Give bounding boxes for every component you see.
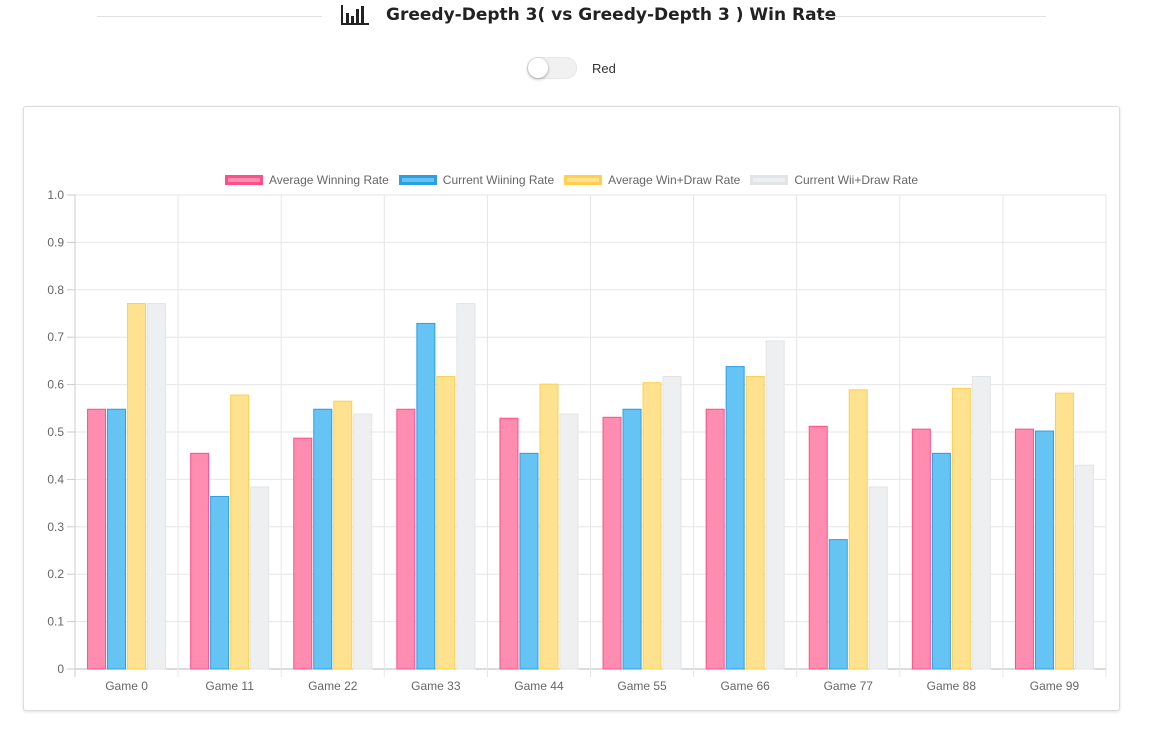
legend-swatch: [224, 175, 263, 185]
x-tick-label: Game 33: [411, 679, 461, 693]
y-tick-label: 0.6: [47, 378, 64, 392]
bar-chart-icon: [341, 5, 369, 25]
legend-swatch: [564, 175, 603, 185]
header-divider-right: [820, 16, 1046, 17]
y-tick-label: 0.5: [47, 425, 64, 439]
bar-2: [828, 539, 848, 670]
legend-item-3[interactable]: Average Win+Draw Rate: [564, 173, 740, 187]
chart-header: Greedy-Depth 3( vs Greedy-Depth 3 ) Win …: [0, 0, 1153, 32]
bar-2: [107, 408, 127, 670]
bar-4: [353, 413, 373, 670]
y-tick-label: 1.0: [47, 188, 64, 202]
bar-3: [333, 400, 353, 670]
x-tick-label: Game 77: [824, 679, 874, 693]
x-tick-label: Game 22: [308, 679, 358, 693]
bar-4: [559, 413, 579, 670]
legend-label: Current Wii+Draw Rate: [794, 173, 919, 187]
y-tick-label: 0.9: [47, 235, 64, 249]
x-tick-label: Game 11: [205, 679, 254, 693]
legend-swatch: [398, 175, 437, 185]
bar-4: [250, 486, 270, 670]
bar-1: [705, 408, 725, 670]
bar-3: [1054, 392, 1074, 670]
x-tick-label: Game 88: [927, 679, 977, 693]
bar-1: [911, 428, 931, 670]
x-tick-label: Game 44: [514, 679, 564, 693]
legend-label: Current Wiining Rate: [442, 173, 555, 187]
x-tick-label: Game 55: [617, 679, 667, 693]
page-title: Greedy-Depth 3( vs Greedy-Depth 3 ) Win …: [386, 5, 837, 25]
bar-3: [642, 382, 662, 670]
bar-4: [1074, 464, 1094, 670]
bar-3: [127, 303, 147, 670]
bar-4: [456, 303, 476, 670]
y-tick-label: 0.2: [47, 567, 64, 581]
x-tick-label: Game 0: [105, 679, 148, 693]
bar-2: [313, 408, 333, 670]
bar-4: [971, 376, 991, 670]
bar-4: [147, 303, 167, 670]
bar-1: [190, 452, 210, 670]
legend-item-4[interactable]: Current Wii+Draw Rate: [750, 173, 918, 187]
bar-1: [87, 408, 107, 670]
bar-2: [725, 366, 745, 670]
team-toggle-switch[interactable]: [527, 57, 577, 79]
bar-2: [931, 452, 951, 670]
chart-legend: Average Winning Rate Current Wiining Rate…: [0, 172, 1153, 188]
bar-3: [436, 376, 456, 670]
bar-4: [662, 376, 682, 670]
x-tick-label: Game 99: [1030, 679, 1080, 693]
bar-1: [396, 408, 416, 670]
bar-2: [622, 408, 642, 670]
legend-item-2[interactable]: Current Wiining Rate: [398, 173, 555, 187]
bar-3: [951, 387, 971, 670]
x-tick-label: Game 66: [720, 679, 770, 693]
bar-4: [765, 340, 785, 670]
bar-1: [602, 416, 622, 670]
bar-1: [499, 417, 519, 670]
bar-1: [1014, 428, 1034, 670]
legend-label: Average Winning Rate: [268, 173, 389, 187]
y-tick-label: 0: [57, 662, 64, 676]
legend-swatch: [750, 175, 789, 185]
bar-2: [210, 495, 230, 670]
y-tick-label: 0.4: [47, 472, 64, 486]
header-title-group: Greedy-Depth 3( vs Greedy-Depth 3 ) Win …: [340, 2, 836, 28]
bar-3: [848, 389, 868, 670]
bar-2: [519, 452, 539, 670]
bar-3: [539, 383, 559, 670]
bar-2: [1034, 430, 1054, 670]
bar-1: [293, 437, 313, 670]
bar-4: [868, 486, 888, 670]
y-tick-label: 0.8: [47, 283, 64, 297]
toggle-knob[interactable]: [528, 58, 548, 78]
bar-3: [230, 394, 250, 670]
team-toggle-row: Red: [527, 56, 616, 80]
y-tick-label: 0.3: [47, 520, 64, 534]
legend-item-1[interactable]: Average Winning Rate: [224, 173, 389, 187]
y-tick-label: 0.7: [47, 330, 64, 344]
bar-3: [745, 376, 765, 670]
toggle-label: Red: [592, 60, 616, 76]
legend-label: Average Win+Draw Rate: [608, 173, 741, 187]
bar-2: [416, 322, 436, 670]
y-tick-label: 0.1: [47, 615, 64, 629]
header-divider-left: [97, 16, 322, 17]
bar-1: [808, 425, 828, 670]
